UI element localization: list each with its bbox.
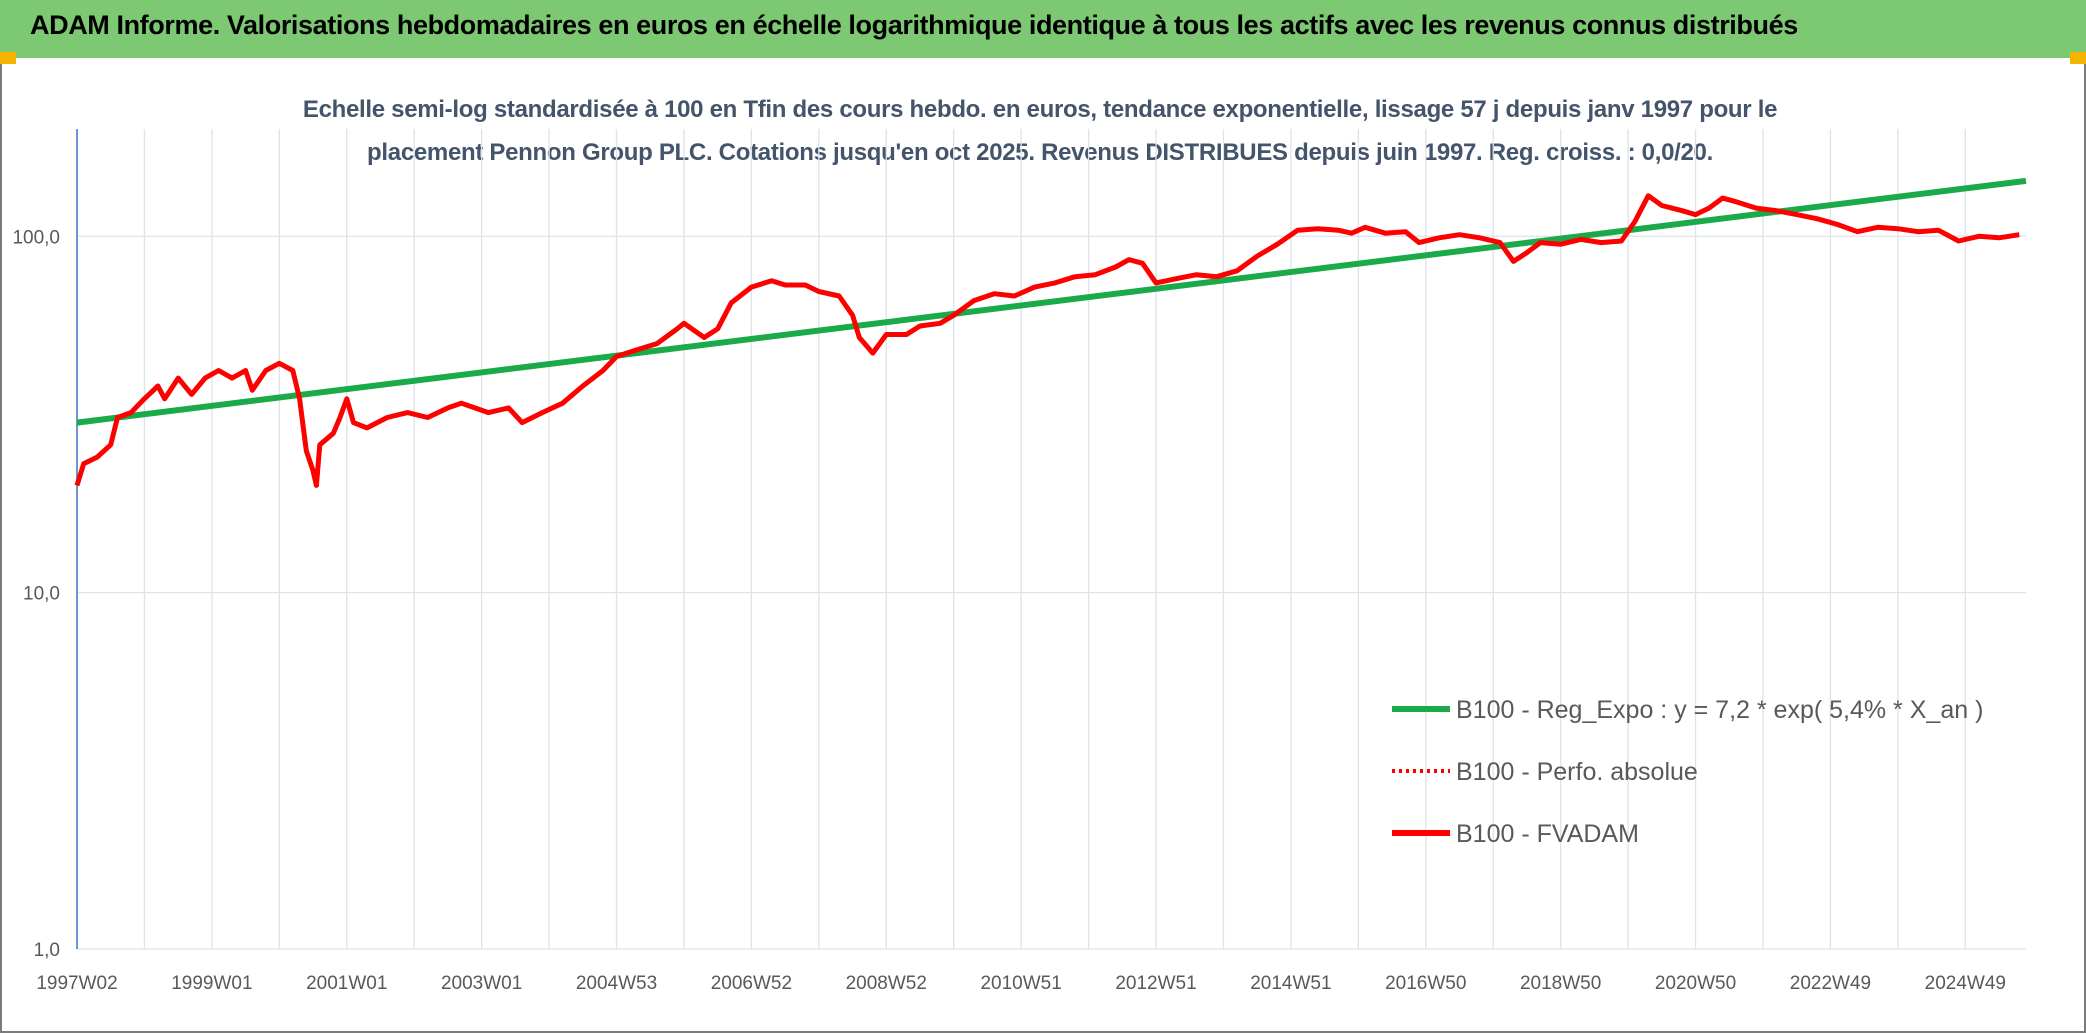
- x-tick-label: 1997W02: [36, 973, 117, 994]
- legend-label: B100 - Perfo. absolue: [1456, 758, 1698, 786]
- series-line: [76, 177, 2027, 426]
- x-tick-label: 2006W52: [711, 973, 792, 994]
- chart-subtitle: Echelle semi-log standardisée à 100 en T…: [302, 96, 1778, 166]
- x-tick-label: 1999W01: [171, 973, 252, 994]
- x-tick-label: 2003W01: [441, 973, 522, 994]
- x-tick-label: 2008W52: [846, 973, 927, 994]
- x-tick-label: 2004W53: [576, 973, 657, 994]
- x-tick-label: 2014W51: [1250, 973, 1331, 994]
- x-tick-label: 2001W01: [306, 973, 387, 994]
- y-tick-label: 1,0: [34, 940, 60, 961]
- header-band: ADAM Informe. Valorisations hebdomadaire…: [0, 0, 2086, 58]
- y-tick-label: 10,0: [23, 584, 60, 605]
- legend-label: B100 - FVADAM: [1456, 820, 1639, 848]
- legend-label: B100 - Reg_Expo : y = 7,2 * exp( 5,4% * …: [1456, 696, 1983, 724]
- x-tick-label: 2010W51: [980, 973, 1061, 994]
- x-tick-label: 2020W50: [1655, 973, 1736, 994]
- x-tick-label: 2024W49: [1925, 973, 2006, 994]
- x-tick-label: 2012W51: [1115, 973, 1196, 994]
- corner: [2070, 52, 2086, 64]
- x-tick-label: 2016W50: [1385, 973, 1466, 994]
- y-tick-label: 100,0: [12, 227, 60, 248]
- series-line: [74, 193, 2020, 488]
- x-tick-label: 2022W49: [1790, 973, 1871, 994]
- corner: [0, 52, 16, 64]
- chart-title: ADAM Informe. Valorisations hebdomadaire…: [30, 10, 1798, 40]
- x-tick-label: 2018W50: [1520, 973, 1601, 994]
- series-line: [75, 193, 2020, 488]
